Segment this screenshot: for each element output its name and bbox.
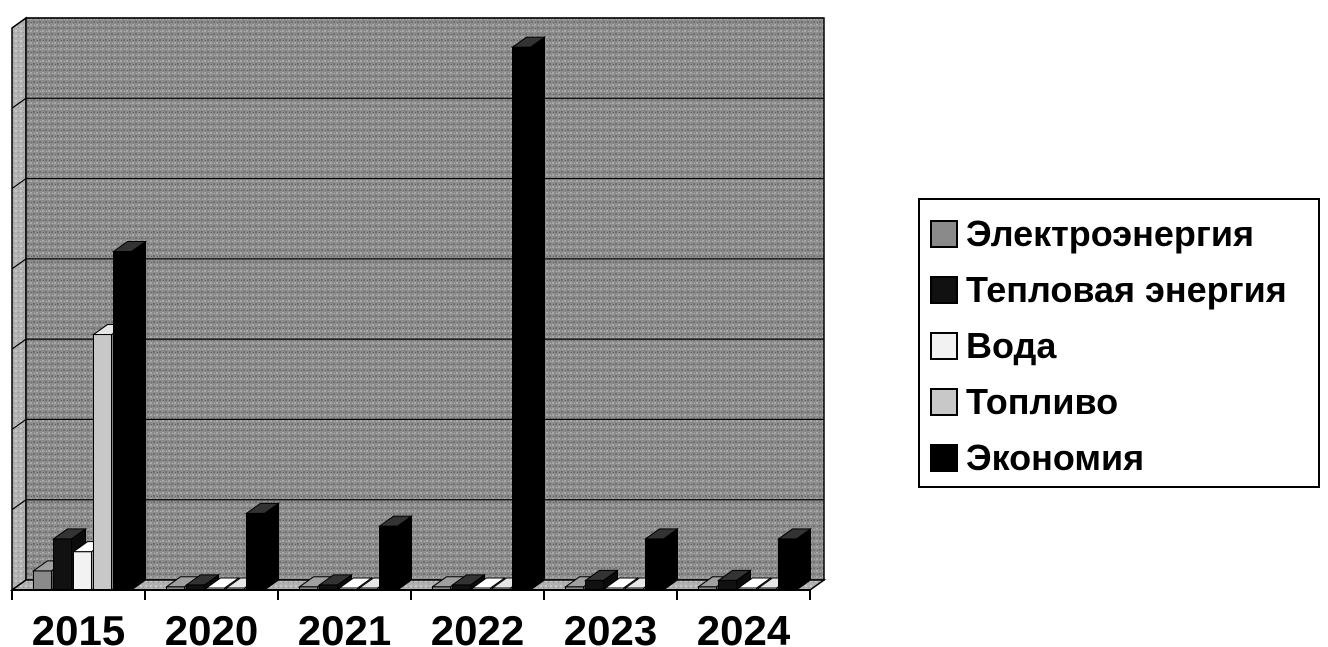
gridlines bbox=[11, 17, 824, 511]
x-tick-label-2020: 2020 bbox=[165, 607, 258, 647]
legend-label: Вода bbox=[966, 325, 1057, 366]
legend-swatch bbox=[930, 220, 958, 248]
legend-label: Топливо bbox=[966, 381, 1119, 422]
bars bbox=[31, 36, 813, 591]
legend-item-3: Вода bbox=[930, 318, 1318, 374]
bar-2022-5 bbox=[510, 36, 547, 591]
x-tick-label-2022: 2022 bbox=[431, 607, 524, 647]
x-tick-label-2015: 2015 bbox=[32, 607, 125, 647]
bar-2021-2 bbox=[317, 573, 354, 591]
legend-label: Электроэнергия bbox=[966, 213, 1255, 254]
back-wall bbox=[25, 17, 825, 581]
x-tick-labels: 2015 2020 2021 2022 2023 2024 bbox=[32, 607, 791, 647]
legend-item-2: Тепловая энергия bbox=[930, 262, 1318, 318]
legend: Электроэнергия Тепловая энергия Вода Топлив… bbox=[918, 198, 1320, 488]
gridline bbox=[11, 418, 27, 430]
gridline bbox=[11, 178, 27, 190]
bar-2020-5 bbox=[244, 502, 281, 591]
bar-2023-5 bbox=[643, 527, 680, 591]
legend-item-4: Топливо bbox=[930, 374, 1318, 430]
gridline bbox=[11, 97, 27, 109]
legend-swatch bbox=[930, 444, 958, 472]
bar-2024-5 bbox=[776, 527, 813, 591]
legend-item-1: Электроэнергия bbox=[930, 206, 1318, 262]
bar-2015-5 bbox=[111, 240, 148, 591]
legend-label: Тепловая энергия bbox=[966, 269, 1287, 310]
legend-label: Экономия bbox=[966, 437, 1145, 478]
x-axis bbox=[11, 589, 811, 600]
x-tick-label-2023: 2023 bbox=[564, 607, 657, 647]
gridline bbox=[11, 17, 27, 29]
gridline bbox=[11, 258, 27, 270]
legend-swatch bbox=[930, 332, 958, 360]
legend-swatch bbox=[930, 388, 958, 416]
legend-swatch bbox=[930, 276, 958, 304]
x-tick-label-2024: 2024 bbox=[697, 607, 791, 647]
gridline bbox=[11, 338, 27, 350]
x-tick-label-2021: 2021 bbox=[298, 607, 391, 647]
bar-2021-5 bbox=[377, 515, 414, 591]
legend-item-5: Экономия bbox=[930, 430, 1318, 486]
plot-area bbox=[9, 16, 827, 592]
gridline bbox=[11, 499, 27, 511]
bar-2022-2 bbox=[450, 573, 487, 591]
